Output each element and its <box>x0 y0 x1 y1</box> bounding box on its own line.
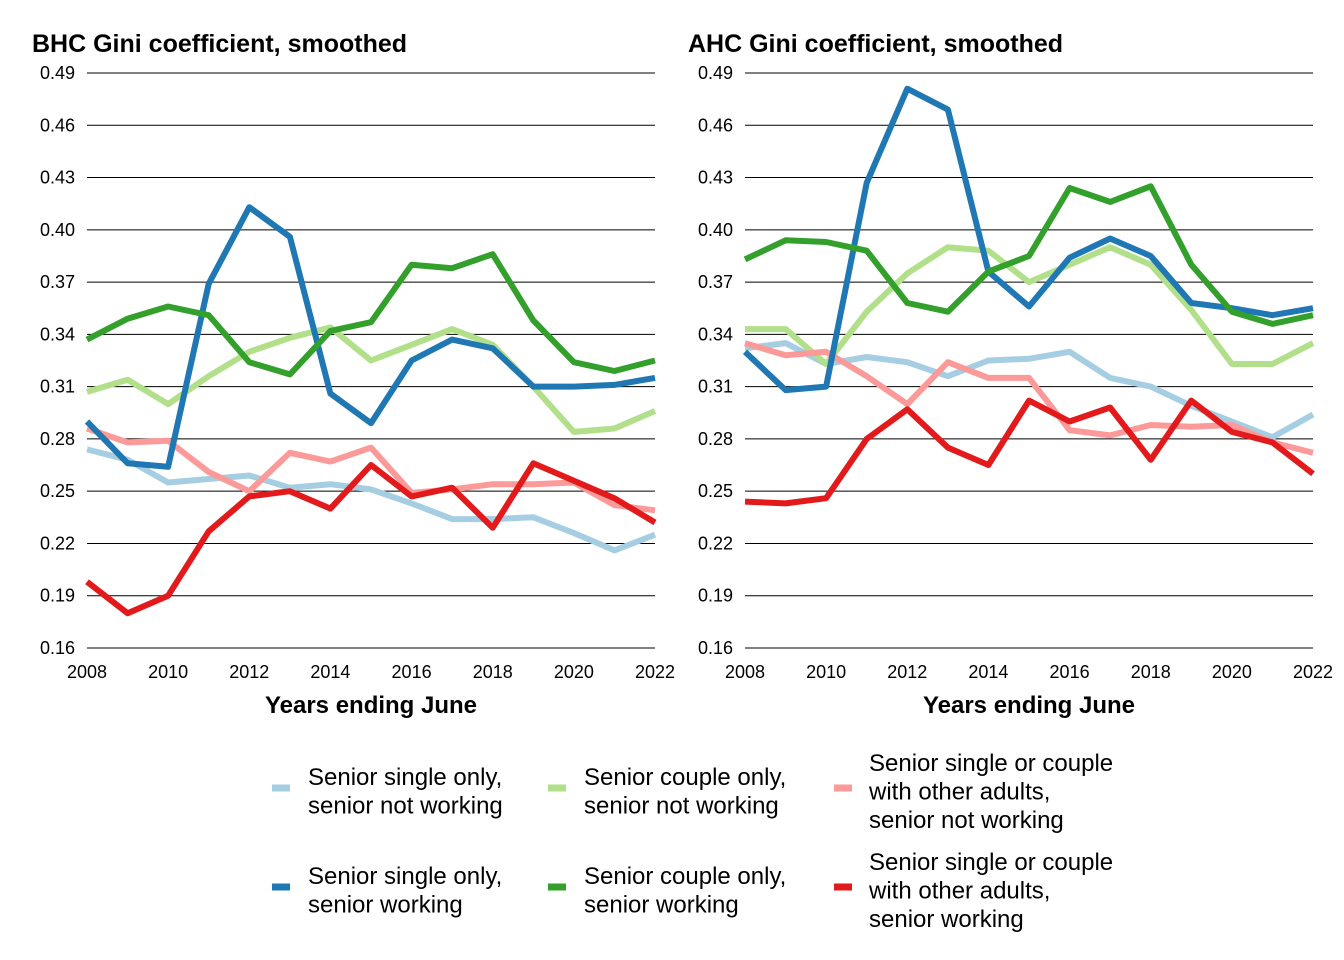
legend-label: senior working <box>308 892 463 919</box>
legend-label: Senior single or couple <box>869 750 1113 777</box>
y-tick-label: 0.16 <box>40 638 75 658</box>
y-tick-label: 0.46 <box>698 115 733 135</box>
legend-item: Senior couple only,senior working <box>548 863 786 919</box>
legend-label: senior working <box>584 892 739 919</box>
y-tick-label: 0.49 <box>698 63 733 83</box>
legend-label: with other adults, <box>868 878 1050 905</box>
legend-label: senior not working <box>584 793 779 820</box>
x-tick-label: 2016 <box>1050 662 1090 682</box>
y-tick-label: 0.31 <box>40 377 75 397</box>
legend-label: Senior single or couple <box>869 849 1113 876</box>
x-tick-label: 2012 <box>229 662 269 682</box>
x-tick-label: 2008 <box>67 662 107 682</box>
legend-label: Senior couple only, <box>584 863 786 890</box>
x-tick-label: 2020 <box>554 662 594 682</box>
x-tick-label: 2016 <box>392 662 432 682</box>
y-tick-label: 0.43 <box>40 168 75 188</box>
chart-title: BHC Gini coefficient, smoothed <box>32 30 407 58</box>
x-axis-label: Years ending June <box>265 692 477 719</box>
x-axis-label: Years ending June <box>923 692 1135 719</box>
x-tick-label: 2022 <box>635 662 675 682</box>
y-tick-label: 0.49 <box>40 63 75 83</box>
y-tick-label: 0.19 <box>698 586 733 606</box>
series-line <box>85 251 656 378</box>
y-tick-label: 0.28 <box>40 429 75 449</box>
x-tick-label: 2020 <box>1212 662 1252 682</box>
y-tick-label: 0.46 <box>40 115 75 135</box>
legend-label: senior not working <box>308 793 503 820</box>
chart-title: AHC Gini coefficient, smoothed <box>688 30 1063 58</box>
y-tick-label: 0.25 <box>698 481 733 501</box>
series-line <box>85 460 657 617</box>
x-tick-label: 2018 <box>473 662 513 682</box>
x-tick-label: 2010 <box>148 662 188 682</box>
bhc-chart-panel: BHC Gini coefficient, smoothed 0.16 0.19 0.… <box>32 30 675 719</box>
x-tick-label: 2008 <box>725 662 765 682</box>
y-tick-label: 0.43 <box>698 168 733 188</box>
legend-label: senior working <box>869 906 1024 933</box>
y-tick-label: 0.22 <box>698 533 733 553</box>
y-tick-label: 0.34 <box>698 324 733 344</box>
legend-label: senior not working <box>869 807 1064 834</box>
series-line <box>743 183 1314 327</box>
y-tick-label: 0.19 <box>40 586 75 606</box>
series-line <box>745 244 1315 367</box>
y-tick-label: 0.22 <box>40 533 75 553</box>
series-line <box>86 446 657 554</box>
legend-item: Senior single only,senior working <box>272 863 502 919</box>
legend-item: Senior couple only,senior not working <box>548 764 786 820</box>
y-tick-label: 0.34 <box>40 324 75 344</box>
y-tick-label: 0.37 <box>698 272 733 292</box>
y-tick-label: 0.31 <box>698 377 733 397</box>
series-line <box>744 340 1314 456</box>
legend-label: Senior single only, <box>308 863 502 890</box>
series-line <box>86 425 656 514</box>
y-tick-label: 0.28 <box>698 429 733 449</box>
x-tick-label: 2014 <box>310 662 350 682</box>
legend-label: Senior couple only, <box>584 764 786 791</box>
series-line <box>84 204 656 470</box>
legend: Senior single only,senior not workingSen… <box>272 750 1113 933</box>
legend-label: with other adults, <box>868 779 1050 806</box>
y-tick-label: 0.40 <box>40 220 75 240</box>
legend-item: Senior single only,senior not working <box>272 764 503 820</box>
x-tick-label: 2022 <box>1293 662 1333 682</box>
series-line <box>86 324 657 435</box>
ahc-chart-panel: AHC Gini coefficient, smoothed 0.16 0.19 0.… <box>688 30 1333 719</box>
y-tick-label: 0.37 <box>40 272 75 292</box>
x-tick-label: 2012 <box>887 662 927 682</box>
x-tick-label: 2014 <box>968 662 1008 682</box>
y-tick-label: 0.25 <box>40 481 75 501</box>
series-line <box>744 397 1315 507</box>
legend-label: Senior single only, <box>308 764 502 791</box>
x-tick-label: 2018 <box>1131 662 1171 682</box>
series-line <box>742 85 1314 394</box>
y-tick-label: 0.16 <box>698 638 733 658</box>
x-tick-label: 2010 <box>806 662 846 682</box>
y-tick-label: 0.40 <box>698 220 733 240</box>
